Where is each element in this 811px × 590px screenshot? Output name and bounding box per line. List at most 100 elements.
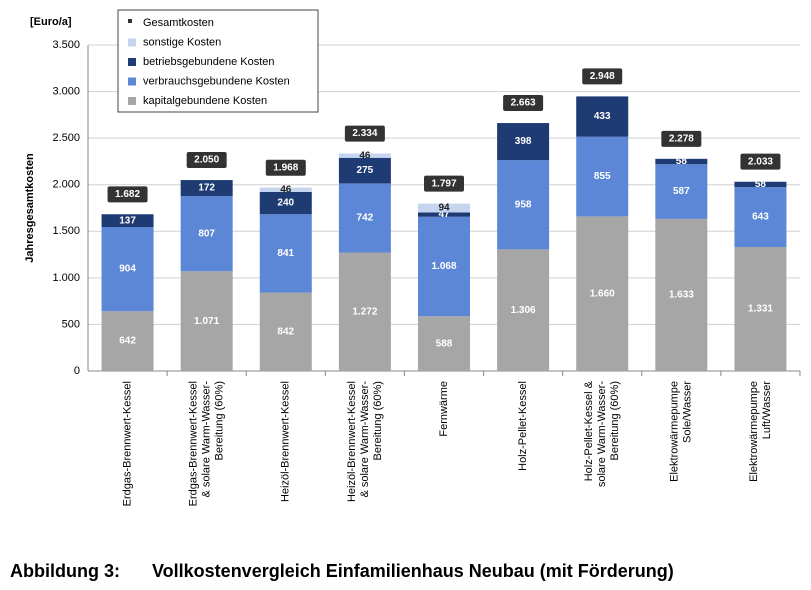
total-label: 1.968: [273, 162, 298, 173]
y-tick-label: 500: [62, 318, 80, 330]
total-label: 2.948: [590, 71, 615, 82]
legend-swatch: [128, 38, 136, 47]
bar-segment: [101, 311, 154, 371]
bar-segment: [655, 158, 708, 165]
total-label: 2.334: [352, 128, 377, 139]
y-tick-label: 2.000: [52, 179, 80, 191]
value-label: 588: [436, 338, 453, 349]
bar-segment: [259, 214, 312, 293]
value-label: 587: [673, 186, 690, 197]
bar-segment: [734, 181, 787, 188]
bar-segment: [418, 316, 470, 371]
x-tick-label: Fernwärme: [438, 381, 450, 437]
bar-segment: [576, 96, 629, 137]
bar-segment: [655, 218, 708, 371]
x-tick-label: & solare Warm-Wasser-: [201, 381, 213, 498]
bar-segment: [734, 187, 787, 248]
total-label: 2.033: [748, 156, 773, 167]
value-label: 58: [676, 156, 688, 167]
total-box: [740, 153, 781, 170]
value-label: 47: [438, 209, 450, 220]
total-label: 2.050: [194, 155, 219, 166]
legend-swatch: [128, 97, 136, 105]
value-label: 137: [119, 215, 136, 226]
bar-segment: [101, 214, 154, 228]
bar-segment: [338, 153, 391, 158]
bar-segment: [101, 227, 154, 312]
bar-segment: [497, 123, 550, 161]
value-label: 1.331: [748, 304, 773, 315]
value-label: 46: [280, 184, 292, 195]
y-tick-label: 3.500: [52, 39, 80, 51]
total-label: 1.682: [115, 189, 140, 200]
bar-segment: [734, 247, 787, 371]
legend-box: [117, 9, 319, 113]
total-label: 2.278: [669, 133, 694, 144]
value-label: 1.633: [669, 290, 694, 301]
x-tick-label: Heizöl-Brennwert-Kessel: [346, 381, 358, 502]
value-label: 1.660: [590, 288, 615, 299]
y-tick-label: 2.500: [52, 132, 80, 144]
x-tick-label: Elektrowärmepumpe: [748, 381, 760, 482]
value-label: 398: [515, 136, 532, 147]
total-box: [265, 159, 306, 176]
value-label: 855: [594, 171, 611, 182]
total-label: 1.797: [431, 178, 456, 189]
x-tick-label: Holz-Pellet-Kessel &: [583, 380, 595, 481]
y-tick-label: 1.500: [52, 225, 80, 237]
bar-segment: [338, 157, 391, 184]
value-label: 842: [277, 326, 294, 337]
legend-label: kapitalgebundene Kosten: [143, 95, 267, 107]
x-tick-label: Luft/Wasser: [761, 381, 773, 440]
bar-segment: [418, 203, 470, 213]
value-label: 240: [277, 198, 294, 209]
x-tick-label: Sole/Wasser: [682, 381, 694, 443]
x-tick-label: Bereitung (60%): [372, 381, 384, 461]
bar-segment: [338, 252, 391, 371]
x-tick-label: Erdgas-Brennwert-Kessel: [121, 381, 133, 506]
bar-segment: [497, 249, 550, 371]
caption: Vollkostenvergleich Einfamilienhaus Neub…: [152, 561, 674, 581]
total-box: [503, 94, 544, 111]
x-tick-label: solare Warm-Wasser-: [596, 381, 608, 487]
legend-swatch: [128, 77, 136, 86]
bar-segment: [418, 216, 470, 317]
value-label: 742: [357, 213, 374, 224]
value-label: 1.306: [511, 305, 536, 316]
legend-label: Gesamtkosten: [143, 17, 214, 29]
value-label: 433: [594, 111, 611, 122]
bar-segment: [180, 271, 233, 371]
total-box: [661, 130, 702, 147]
y-tick-label: 3.000: [52, 85, 80, 97]
y-tick-label: 0: [74, 365, 80, 377]
caption-number: Abbildung 3:: [10, 561, 120, 581]
value-label: 807: [198, 228, 215, 239]
total-label: 2.663: [511, 98, 536, 109]
x-tick-label: & solare Warm-Wasser-: [359, 381, 371, 498]
value-label: 958: [515, 199, 532, 210]
legend-label: sonstige Kosten: [143, 36, 221, 48]
legend-label: verbrauchsgebundene Kosten: [143, 75, 290, 87]
legend-swatch: [128, 58, 136, 66]
bar-segment: [259, 187, 312, 192]
legend-label: betriebsgebundene Kosten: [143, 56, 275, 68]
value-label: 1.068: [431, 261, 456, 272]
bar-segment: [418, 212, 470, 217]
y-axis-label: Jahresgesamtkosten: [24, 153, 36, 263]
value-label: 1.272: [352, 306, 377, 317]
total-box: [186, 152, 227, 169]
legend-swatch: [128, 19, 132, 23]
x-tick-label: Erdgas-Brennwert-Kessel: [188, 381, 200, 506]
total-box: [424, 175, 464, 192]
bar-segment: [576, 216, 629, 371]
bar-segment: [180, 196, 233, 272]
value-label: 1.071: [194, 316, 219, 327]
value-label: 275: [357, 165, 374, 176]
total-box: [107, 186, 148, 203]
bar-segment: [338, 183, 391, 253]
x-tick-label: Holz-Pellet-Kessel: [517, 381, 529, 471]
bar-segment: [180, 180, 233, 197]
bar-segment: [497, 160, 550, 250]
bar-segment: [259, 292, 312, 371]
